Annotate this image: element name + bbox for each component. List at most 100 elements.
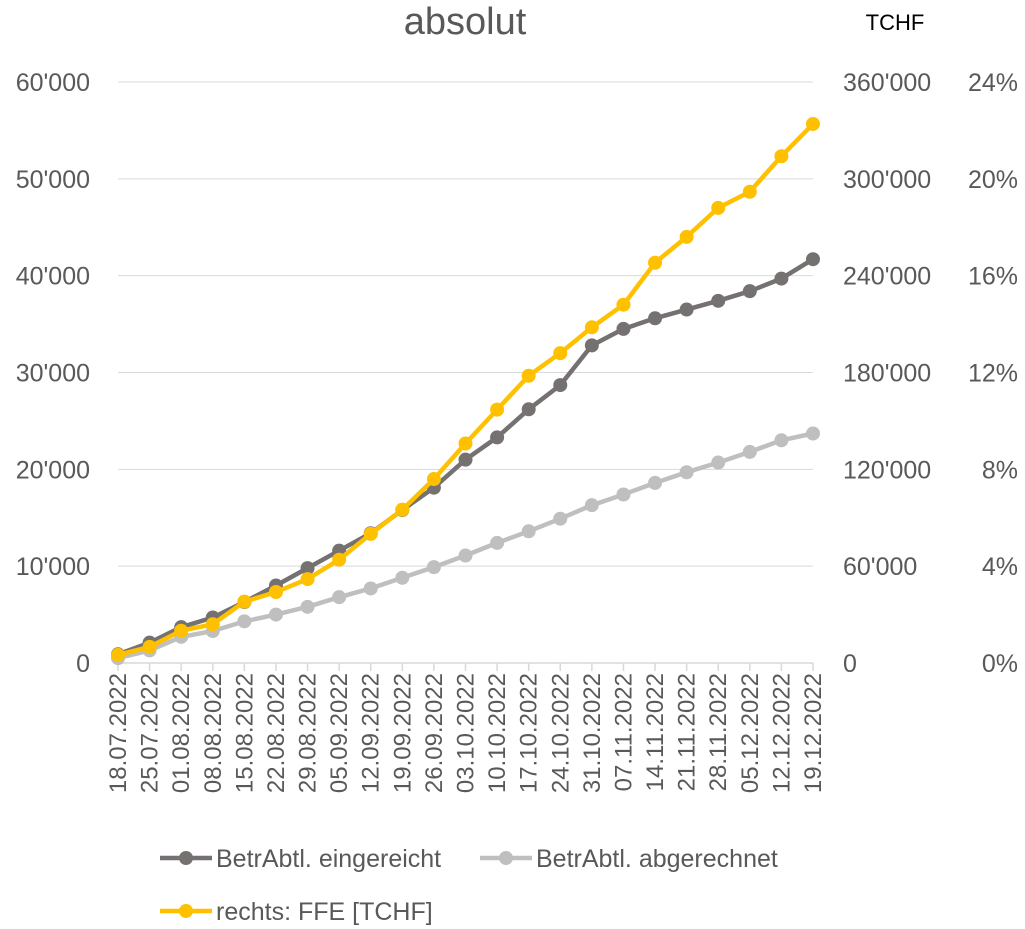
x-axis-tick-label: 24.10.2022 [547, 673, 574, 793]
data-point [742, 284, 757, 299]
data-point [553, 346, 568, 361]
x-axis-tick-label: 07.11.2022 [610, 673, 637, 791]
data-point [774, 433, 789, 448]
x-axis-tick-label: 15.08.2022 [231, 673, 258, 793]
x-axis-tick-label: 19.12.2022 [800, 673, 827, 793]
data-point [742, 184, 757, 199]
legend-marker-dot [179, 851, 193, 865]
data-point [300, 599, 315, 614]
legend-label: BetrAbtl. abgerechnet [536, 845, 778, 873]
left-axis-tick-label: 20'000 [16, 456, 90, 484]
data-point [458, 452, 473, 467]
percent-axis-tick-label: 4% [982, 553, 1018, 581]
percent-axis-tick-label: 12% [968, 360, 1018, 388]
data-point [711, 455, 726, 470]
data-point [648, 255, 663, 270]
right-axis-tick-label: 300'000 [843, 166, 931, 194]
x-axis-tick-label: 14.11.2022 [642, 673, 669, 791]
x-axis-tick-label: 19.09.2022 [389, 673, 416, 793]
series-1 [111, 252, 820, 662]
data-point [521, 402, 536, 417]
x-axis-tick-label: 05.09.2022 [326, 673, 353, 793]
x-axis-tick-label: 12.09.2022 [358, 673, 385, 793]
legend-marker-dot [499, 851, 513, 865]
x-axis-tick-label: 28.11.2022 [705, 673, 732, 791]
data-point [742, 444, 757, 459]
x-axis: 18.07.2022 25.07.2022 01.08.2022 08.08.2022… [105, 663, 827, 793]
data-point [268, 607, 283, 622]
data-point [679, 229, 694, 244]
percent-axis-tick-label: 20% [968, 166, 1018, 194]
left-axis-tick-label: 50'000 [16, 166, 90, 194]
data-point [174, 623, 189, 638]
data-point [458, 436, 473, 451]
right-axis-tick-label: 0 [843, 650, 857, 678]
data-point [553, 378, 568, 393]
data-point [553, 511, 568, 526]
data-point [363, 526, 378, 541]
data-point [521, 524, 536, 539]
x-axis-tick-label: 25.07.2022 [137, 673, 164, 793]
data-point [584, 338, 599, 353]
data-point [111, 647, 125, 662]
right-axis-tick-label: 120'000 [843, 456, 931, 484]
x-axis-tick-label: 08.08.2022 [200, 673, 227, 793]
percent-axis-tick-label: 0% [982, 650, 1018, 678]
left-axis-tick-label: 0 [76, 650, 90, 678]
x-axis-tick-label: 05.12.2022 [737, 673, 764, 793]
chart-title: absolut [404, 1, 527, 43]
x-axis-tick-label: 01.08.2022 [168, 673, 195, 793]
data-point [395, 570, 410, 585]
left-axis-tick-label: 30'000 [16, 360, 90, 388]
data-point [616, 297, 631, 312]
data-point [648, 311, 663, 326]
data-point [806, 116, 820, 131]
data-point [521, 368, 536, 383]
data-point [237, 594, 252, 609]
data-point [268, 584, 283, 599]
x-axis-tick-label: 18.07.2022 [105, 673, 132, 793]
x-axis-tick-label: 17.10.2022 [516, 673, 543, 793]
data-point [426, 472, 441, 487]
x-axis-tick-label: 21.11.2022 [674, 673, 701, 791]
legend: BetrAbtl. eingereicht BetrAbtl. abgerechn… [160, 845, 778, 926]
x-axis-tick-label: 03.10.2022 [453, 673, 480, 793]
data-point [584, 498, 599, 513]
data-point [490, 535, 505, 550]
data-point [616, 321, 631, 336]
series-layer [111, 116, 820, 666]
left-axis-tick-label: 60'000 [16, 69, 90, 97]
data-point [616, 487, 631, 502]
data-point [395, 502, 410, 517]
data-point [142, 639, 157, 654]
x-axis-tick-label: 10.10.2022 [484, 673, 511, 793]
data-point [458, 548, 473, 563]
left-axis-ticks: 0 10'000 20'000 30'000 40'000 50'000 60'000 [16, 69, 90, 678]
data-point [806, 426, 820, 441]
data-point [300, 561, 315, 576]
percent-axis-ticks: 0% 4% 8% 12% 16% 20% 24% [968, 69, 1018, 678]
data-point [648, 475, 663, 490]
data-point [300, 572, 315, 587]
data-point [679, 465, 694, 480]
percent-axis-tick-label: 8% [982, 456, 1018, 484]
right-axis-tick-label: 240'000 [843, 263, 931, 291]
right-axis-unit-label: TCHF [866, 10, 925, 35]
series-line [117, 122, 815, 658]
data-point [806, 252, 820, 267]
legend-label: BetrAbtl. eingereicht [216, 845, 441, 873]
data-point [490, 402, 505, 417]
data-point [774, 271, 789, 286]
data-point [205, 617, 220, 632]
data-point [711, 200, 726, 215]
data-point [237, 614, 252, 629]
data-point [426, 560, 441, 575]
legend-marker-dot [179, 904, 193, 918]
data-point [332, 552, 347, 567]
data-point [584, 320, 599, 335]
data-point [490, 430, 505, 445]
data-point [679, 302, 694, 317]
x-axis-tick-label: 12.12.2022 [768, 673, 795, 793]
gridlines [118, 81, 813, 664]
